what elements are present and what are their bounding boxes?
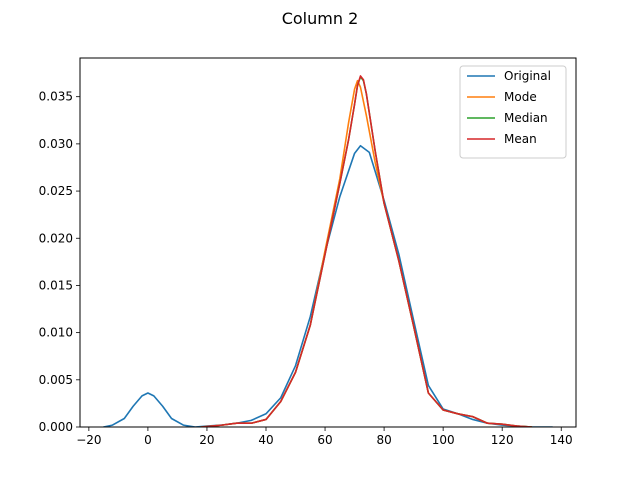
legend-label: Median (504, 111, 548, 125)
series-lines (102, 75, 554, 427)
axes-frame (79, 57, 577, 428)
x-axis-ticks: −20 0 20 40 60 80 100 120 140 (76, 427, 573, 447)
legend: Original Mode Median Mean (459, 65, 567, 159)
x-tick-label: 120 (491, 433, 514, 447)
y-tick-label: 0.035 (39, 90, 73, 104)
x-tick-label: 140 (550, 433, 573, 447)
y-axis-ticks: 0.000 0.005 0.010 0.015 0.020 0.025 0.030 0.035 (39, 90, 80, 434)
chart-title: Column 2 (282, 9, 359, 28)
y-tick-label: 0.005 (39, 373, 73, 387)
x-tick-label: 80 (376, 433, 391, 447)
series-line-mean (200, 75, 533, 427)
y-tick-label: 0.030 (39, 137, 73, 151)
x-tick-label: 40 (258, 433, 273, 447)
y-tick-label: 0.025 (39, 184, 73, 198)
y-tick-label: 0.000 (39, 420, 73, 434)
legend-box (459, 65, 567, 159)
y-tick-label: 0.010 (39, 326, 73, 340)
x-tick-label: −20 (76, 433, 101, 447)
legend-label: Mean (504, 132, 537, 146)
y-tick-label: 0.020 (39, 231, 73, 245)
x-tick-label: 60 (317, 433, 332, 447)
y-tick-label: 0.015 (39, 278, 73, 292)
x-tick-label: 100 (432, 433, 455, 447)
x-tick-label: 20 (199, 433, 214, 447)
legend-label: Mode (504, 90, 537, 104)
legend-label: Original (504, 69, 551, 83)
x-tick-label: 0 (144, 433, 152, 447)
